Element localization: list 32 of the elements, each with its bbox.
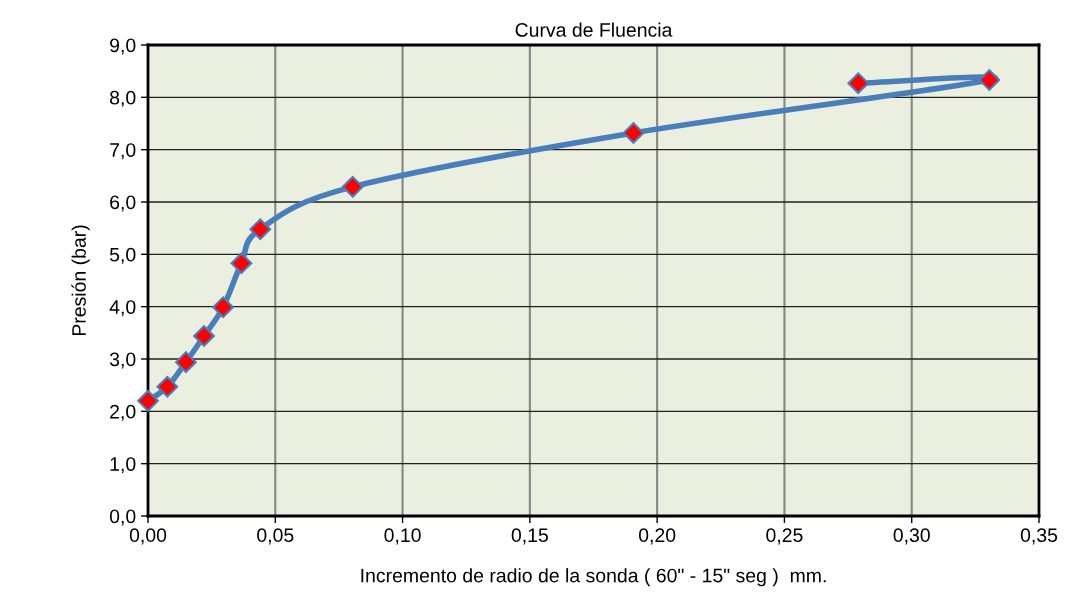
x-axis-title: Incremento de radio de la sonda ( 60" - 15" seg ) mm. — [361, 568, 826, 587]
point — [193, 325, 215, 347]
point — [212, 296, 234, 319]
y-tick-label: 5,0 — [109, 247, 136, 264]
point — [175, 351, 197, 373]
x-tick-label: 0,00 — [129, 528, 167, 545]
point — [137, 390, 159, 412]
y-tick-label: 4,0 — [109, 300, 136, 317]
point — [622, 122, 645, 144]
point — [249, 218, 272, 241]
y-tick-label: 6,0 — [110, 195, 136, 212]
x-tick-label: 0,05 — [257, 528, 294, 545]
x-tick-label: 0,35 — [1020, 528, 1058, 545]
y-tick-label: 7,0 — [110, 143, 136, 160]
point — [341, 175, 364, 198]
chart-title: Curva de Fluencia — [515, 22, 673, 37]
point — [156, 375, 179, 398]
y-tick-label: 1,0 — [110, 457, 136, 474]
x-tick-label: 0,30 — [893, 528, 930, 545]
x-tick-label: 0,10 — [384, 528, 421, 545]
x-tick-label: 0,15 — [511, 528, 548, 545]
y-axis-title: Presión (bar) — [71, 225, 90, 336]
x-tick-label: 0,25 — [766, 528, 803, 545]
y-tick-label: 2,0 — [110, 404, 136, 421]
y-tick-label: 0,0 — [109, 509, 136, 526]
point — [978, 69, 1001, 91]
y-tick-label: 3,0 — [109, 352, 136, 369]
point — [847, 72, 870, 95]
x-tick-label: 0,20 — [638, 528, 676, 545]
point — [230, 252, 253, 275]
y-tick-label: 9,0 — [110, 38, 136, 55]
y-tick-label: 8,0 — [110, 90, 136, 107]
